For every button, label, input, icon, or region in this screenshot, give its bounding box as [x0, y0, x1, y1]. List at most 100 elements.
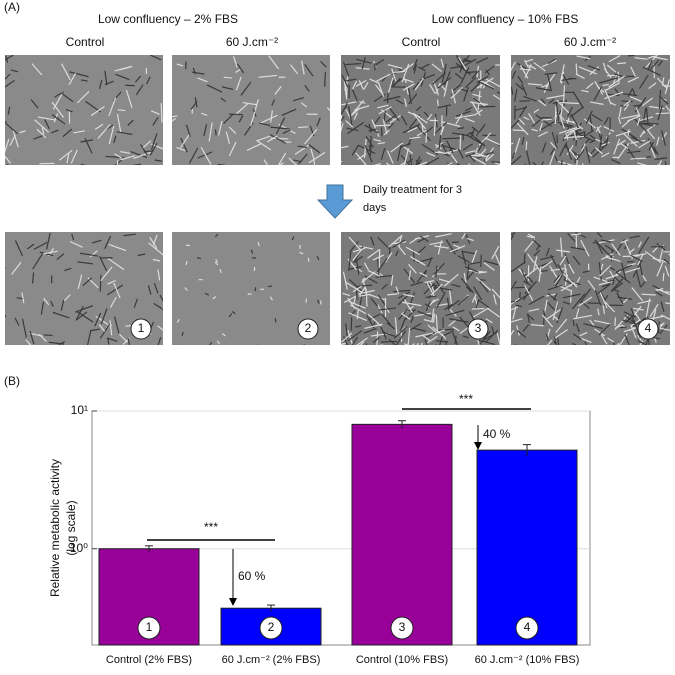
- column-label: Control: [402, 35, 441, 49]
- cell: [163, 309, 172, 325]
- bar: [477, 450, 577, 645]
- cell: [576, 63, 577, 75]
- cell: [514, 287, 526, 288]
- column-label: 60 J.cm⁻²: [564, 35, 616, 49]
- cell: [388, 93, 389, 103]
- cell: [557, 135, 558, 143]
- cell: [569, 164, 571, 177]
- cell: [330, 309, 334, 311]
- cell: [325, 72, 326, 87]
- cell: [604, 305, 623, 306]
- cell: [333, 122, 341, 139]
- cell: [628, 55, 634, 56]
- arrow-text: Daily treatment for 3: [363, 184, 462, 196]
- cell: [381, 341, 397, 342]
- bar-number: 3: [399, 620, 406, 634]
- cell: [7, 164, 19, 173]
- cell: [641, 294, 655, 295]
- cell: [515, 164, 526, 173]
- arrow: [318, 185, 352, 218]
- cell: [524, 254, 525, 264]
- cell: [366, 289, 367, 307]
- cell: [563, 163, 567, 176]
- cell: [379, 249, 380, 268]
- x-tick-label: 60 J.cm⁻² (2% FBS): [222, 654, 321, 666]
- cell: [438, 100, 439, 106]
- reduction-label: 40 %: [483, 427, 511, 441]
- cell: [306, 299, 307, 303]
- cell: [0, 316, 6, 334]
- cell: [495, 65, 507, 66]
- cell: [359, 165, 365, 172]
- y-tick-label: 10⁰: [70, 541, 88, 555]
- cell: [229, 114, 243, 115]
- cell: [298, 127, 308, 128]
- cell: [526, 141, 527, 150]
- cell: [621, 101, 632, 102]
- cell: [255, 345, 258, 348]
- column-label: 60 J.cm⁻²: [226, 35, 278, 49]
- cell: [215, 129, 216, 135]
- cell: [412, 344, 413, 355]
- cell: [500, 164, 510, 171]
- cell: [512, 344, 516, 360]
- cell: [300, 245, 301, 249]
- cell: [275, 318, 276, 322]
- cell: [656, 164, 659, 170]
- cell: [365, 345, 383, 348]
- bar-number: 4: [524, 620, 531, 634]
- cell: [409, 343, 418, 359]
- panel-label: (A): [4, 0, 20, 14]
- cell: [255, 287, 256, 291]
- image-number: 3: [475, 321, 482, 335]
- cell: [582, 163, 586, 175]
- significance: ***: [459, 392, 473, 406]
- micrograph: [504, 55, 675, 180]
- reduction-label: 60 %: [238, 569, 266, 583]
- cell: [181, 345, 183, 348]
- micrograph: [497, 232, 675, 360]
- column-label: Control: [66, 35, 105, 49]
- cell: [374, 125, 392, 126]
- y-tick-label: 10¹: [71, 403, 88, 417]
- cell: [541, 271, 548, 272]
- group-title: Low confluency – 2% FBS: [98, 12, 238, 26]
- cell: [465, 164, 470, 177]
- micrograph: [329, 55, 513, 177]
- cell: [2, 267, 5, 274]
- bar-number: 1: [146, 620, 153, 634]
- cell: [555, 106, 556, 124]
- cell: [513, 130, 525, 131]
- image-number: 2: [305, 321, 312, 335]
- cell: [442, 138, 460, 139]
- cell: [495, 163, 509, 168]
- cell: [301, 345, 305, 346]
- cell: [509, 345, 511, 356]
- image-number: 4: [645, 321, 652, 335]
- cell: [329, 161, 342, 171]
- cell: [329, 343, 345, 348]
- cell: [617, 63, 626, 64]
- micrograph: [329, 232, 502, 360]
- significance: ***: [204, 520, 218, 534]
- arrow-text: days: [363, 202, 387, 214]
- cell: [161, 103, 162, 122]
- bar-number: 2: [268, 620, 275, 634]
- group-title: Low confluency – 10% FBS: [432, 12, 579, 26]
- bar: [352, 424, 452, 645]
- cell: [665, 292, 674, 293]
- cell: [436, 344, 442, 359]
- cell: [118, 110, 126, 111]
- cell: [351, 317, 352, 330]
- cell: [659, 321, 660, 333]
- x-tick-label: Control (10% FBS): [356, 654, 448, 666]
- cell: [663, 273, 664, 281]
- x-tick-label: 60 J.cm⁻² (10% FBS): [475, 654, 580, 666]
- panel-label: (B): [4, 374, 20, 388]
- y-label: Relative metabolic activity: [48, 459, 62, 597]
- cell: [620, 327, 627, 328]
- cell: [224, 77, 232, 78]
- micrograph-bg: [5, 55, 163, 165]
- cell: [406, 310, 414, 311]
